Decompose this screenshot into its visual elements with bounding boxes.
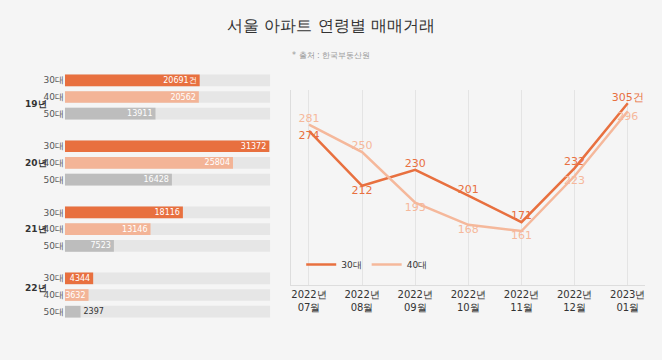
svg-text:31372: 31372 — [241, 142, 266, 151]
svg-text:16428: 16428 — [143, 175, 168, 184]
svg-text:40대: 40대 — [407, 260, 427, 270]
svg-text:2023년01월: 2023년01월 — [610, 289, 645, 313]
svg-text:30대: 30대 — [43, 75, 63, 85]
svg-text:22년: 22년 — [25, 283, 47, 293]
svg-text:서울 아파트 연령별 매매거래: 서울 아파트 연령별 매매거래 — [227, 16, 434, 35]
svg-text:21년: 21년 — [25, 224, 47, 234]
svg-text:40대: 40대 — [43, 92, 63, 102]
svg-text:201: 201 — [458, 183, 479, 196]
svg-text:50대: 50대 — [43, 307, 63, 317]
svg-text:2397: 2397 — [83, 307, 103, 316]
svg-text:7523: 7523 — [91, 241, 111, 250]
svg-text:168: 168 — [458, 223, 479, 236]
svg-text:2022년11월: 2022년11월 — [504, 289, 539, 313]
svg-text:161: 161 — [511, 229, 532, 242]
svg-text:193: 193 — [405, 201, 426, 214]
svg-text:2022년09월: 2022년09월 — [398, 289, 433, 313]
svg-text:20691건: 20691건 — [163, 76, 196, 85]
svg-text:3632: 3632 — [65, 291, 85, 300]
svg-text:50대: 50대 — [43, 241, 63, 251]
svg-text:50대: 50대 — [43, 109, 63, 119]
svg-text:30대: 30대 — [43, 141, 63, 151]
svg-text:40대: 40대 — [43, 224, 63, 234]
svg-text:20562: 20562 — [170, 93, 195, 102]
svg-text:30대: 30대 — [341, 260, 361, 270]
svg-text:230: 230 — [405, 157, 426, 170]
svg-text:281: 281 — [298, 112, 319, 125]
svg-text:305건: 305건 — [612, 91, 644, 104]
svg-text:30대: 30대 — [43, 273, 63, 283]
svg-text:13911: 13911 — [127, 109, 152, 118]
svg-text:4344: 4344 — [70, 274, 90, 283]
svg-text:250: 250 — [352, 139, 373, 152]
svg-text:296: 296 — [617, 110, 638, 123]
svg-text:13146: 13146 — [122, 225, 147, 234]
svg-text:30대: 30대 — [43, 208, 63, 218]
svg-text:50대: 50대 — [43, 175, 63, 185]
svg-text:40대: 40대 — [43, 290, 63, 300]
svg-text:2022년10월: 2022년10월 — [451, 289, 486, 313]
svg-text:232: 232 — [564, 155, 585, 168]
svg-text:20년: 20년 — [25, 158, 47, 168]
svg-text:274: 274 — [298, 129, 319, 142]
svg-text:2022년08월: 2022년08월 — [344, 289, 379, 313]
svg-text:* 출처 : 한국부동산원: * 출처 : 한국부동산원 — [292, 51, 370, 60]
svg-text:25804: 25804 — [205, 158, 230, 167]
svg-text:40대: 40대 — [43, 158, 63, 168]
svg-text:171: 171 — [511, 209, 532, 222]
svg-text:2022년12월: 2022년12월 — [557, 289, 592, 313]
svg-text:212: 212 — [352, 184, 373, 197]
svg-text:19년: 19년 — [25, 99, 47, 109]
svg-text:18116: 18116 — [154, 208, 179, 217]
svg-text:223: 223 — [564, 174, 585, 187]
svg-text:2022년07월: 2022년07월 — [291, 289, 326, 313]
